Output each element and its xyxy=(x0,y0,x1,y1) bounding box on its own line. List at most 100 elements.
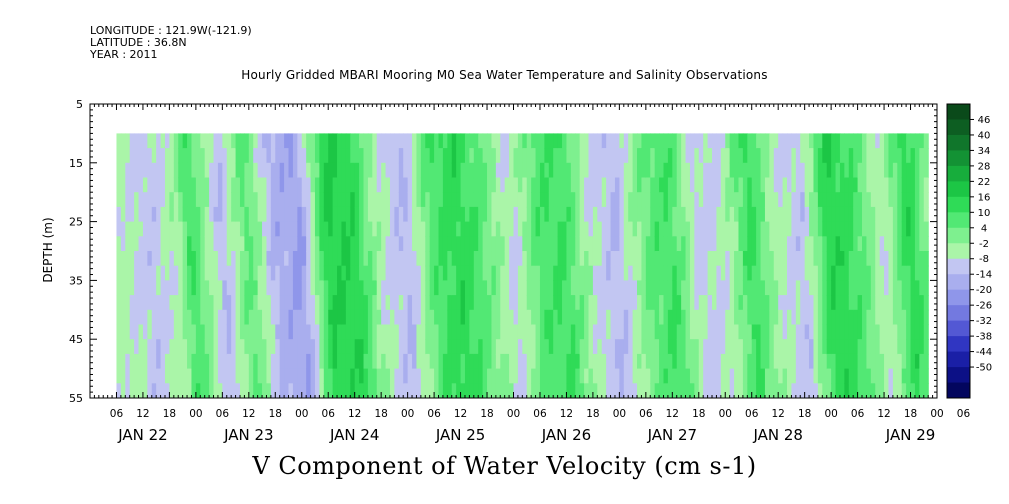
heatmap-cell xyxy=(266,177,272,193)
heatmap-cell xyxy=(676,192,682,208)
heatmap-cell xyxy=(491,192,497,208)
heatmap-cell xyxy=(667,236,673,252)
heatmap-cell xyxy=(553,206,559,223)
heatmap-cell xyxy=(888,206,894,223)
heatmap-cell xyxy=(747,309,753,326)
heatmap-cell xyxy=(764,295,770,311)
heatmap-cell xyxy=(782,162,788,179)
heatmap-cell xyxy=(288,206,294,223)
heatmap-cell xyxy=(703,309,709,326)
heatmap-cell xyxy=(235,221,241,237)
heatmap-cell xyxy=(341,236,347,252)
heatmap-cell xyxy=(222,353,228,370)
heatmap-cell xyxy=(522,162,528,179)
heatmap-cell xyxy=(217,162,223,179)
heatmap-cell xyxy=(919,192,925,208)
heatmap-cell xyxy=(138,353,144,370)
heatmap-cell xyxy=(703,177,709,193)
heatmap-cell xyxy=(297,383,303,398)
heatmap-cell xyxy=(712,280,718,296)
heatmap-cell xyxy=(522,339,528,355)
heatmap-cell xyxy=(738,280,744,296)
heatmap-cell xyxy=(416,221,422,237)
heatmap-cell xyxy=(747,133,753,149)
heatmap-cell xyxy=(641,236,647,252)
heatmap-cell xyxy=(659,383,665,398)
heatmap-cell xyxy=(138,265,144,281)
heatmap-cell xyxy=(209,162,215,179)
heatmap-cell xyxy=(606,221,612,237)
heatmap-cell xyxy=(822,206,828,223)
heatmap-cell xyxy=(222,162,228,179)
heatmap-cell xyxy=(398,295,404,311)
heatmap-cell xyxy=(301,280,307,296)
heatmap-cell xyxy=(447,192,453,208)
heatmap-cell xyxy=(698,148,704,164)
heatmap-cell xyxy=(500,162,506,179)
heatmap-cell xyxy=(725,353,731,370)
heatmap-cell xyxy=(764,280,770,296)
heatmap-cell xyxy=(403,280,409,296)
heatmap-cell xyxy=(663,177,669,193)
heatmap-cell xyxy=(451,368,457,384)
heatmap-cell xyxy=(654,251,660,267)
heatmap-cell xyxy=(447,353,453,370)
heatmap-cell xyxy=(787,324,793,340)
heatmap-cell xyxy=(553,368,559,384)
heatmap-cell xyxy=(191,192,197,208)
heatmap-cell xyxy=(389,324,395,340)
heatmap-cell xyxy=(539,148,545,164)
heatmap-cell xyxy=(416,280,422,296)
heatmap-cell xyxy=(398,339,404,355)
heatmap-cell xyxy=(456,265,462,281)
heatmap-cell xyxy=(751,251,757,267)
heatmap-cell xyxy=(800,133,806,149)
heatmap-cell xyxy=(862,353,868,370)
heatmap-cell xyxy=(641,339,647,355)
heatmap-cell xyxy=(884,148,890,164)
heatmap-cell xyxy=(879,295,885,311)
heatmap-cell xyxy=(509,221,515,237)
heatmap-cell xyxy=(831,251,837,267)
heatmap-cell xyxy=(442,251,448,267)
heatmap-cell xyxy=(522,221,528,237)
heatmap-cell xyxy=(517,133,523,149)
heatmap-cell xyxy=(614,251,620,267)
heatmap-cell xyxy=(663,251,669,267)
heatmap-cell xyxy=(857,339,863,355)
heatmap-cell xyxy=(495,353,501,370)
heatmap-cell xyxy=(619,353,625,370)
heatmap-cell xyxy=(120,236,126,252)
heatmap-cell xyxy=(262,133,268,149)
heatmap-cell xyxy=(553,162,559,179)
heatmap-cell xyxy=(323,383,329,398)
heatmap-cell xyxy=(129,251,135,267)
heatmap-cell xyxy=(923,251,929,267)
heatmap-cell xyxy=(738,251,744,267)
heatmap-cell xyxy=(623,236,629,252)
heatmap-cell xyxy=(204,133,210,149)
heatmap-cell xyxy=(747,368,753,384)
heatmap-cell xyxy=(442,295,448,311)
heatmap-cell xyxy=(350,353,356,370)
heatmap-cell xyxy=(464,236,470,252)
heatmap-cell xyxy=(500,192,506,208)
heatmap-cell xyxy=(632,192,638,208)
heatmap-cell xyxy=(460,236,466,252)
heatmap-cell xyxy=(804,353,810,370)
heatmap-cell xyxy=(407,339,413,355)
heatmap-cell xyxy=(650,324,656,340)
heatmap-cell xyxy=(509,353,515,370)
heatmap-cell xyxy=(429,177,435,193)
heatmap-cell xyxy=(853,265,859,281)
heatmap-cell xyxy=(592,251,598,267)
heatmap-cell xyxy=(217,324,223,340)
heatmap-cell xyxy=(522,236,528,252)
heatmap-cell xyxy=(482,295,488,311)
heatmap-cell xyxy=(231,353,237,370)
heatmap-cell xyxy=(129,162,135,179)
heatmap-cell xyxy=(712,251,718,267)
heatmap-cell xyxy=(879,265,885,281)
heatmap-cell xyxy=(270,353,276,370)
heatmap-cell xyxy=(522,251,528,267)
